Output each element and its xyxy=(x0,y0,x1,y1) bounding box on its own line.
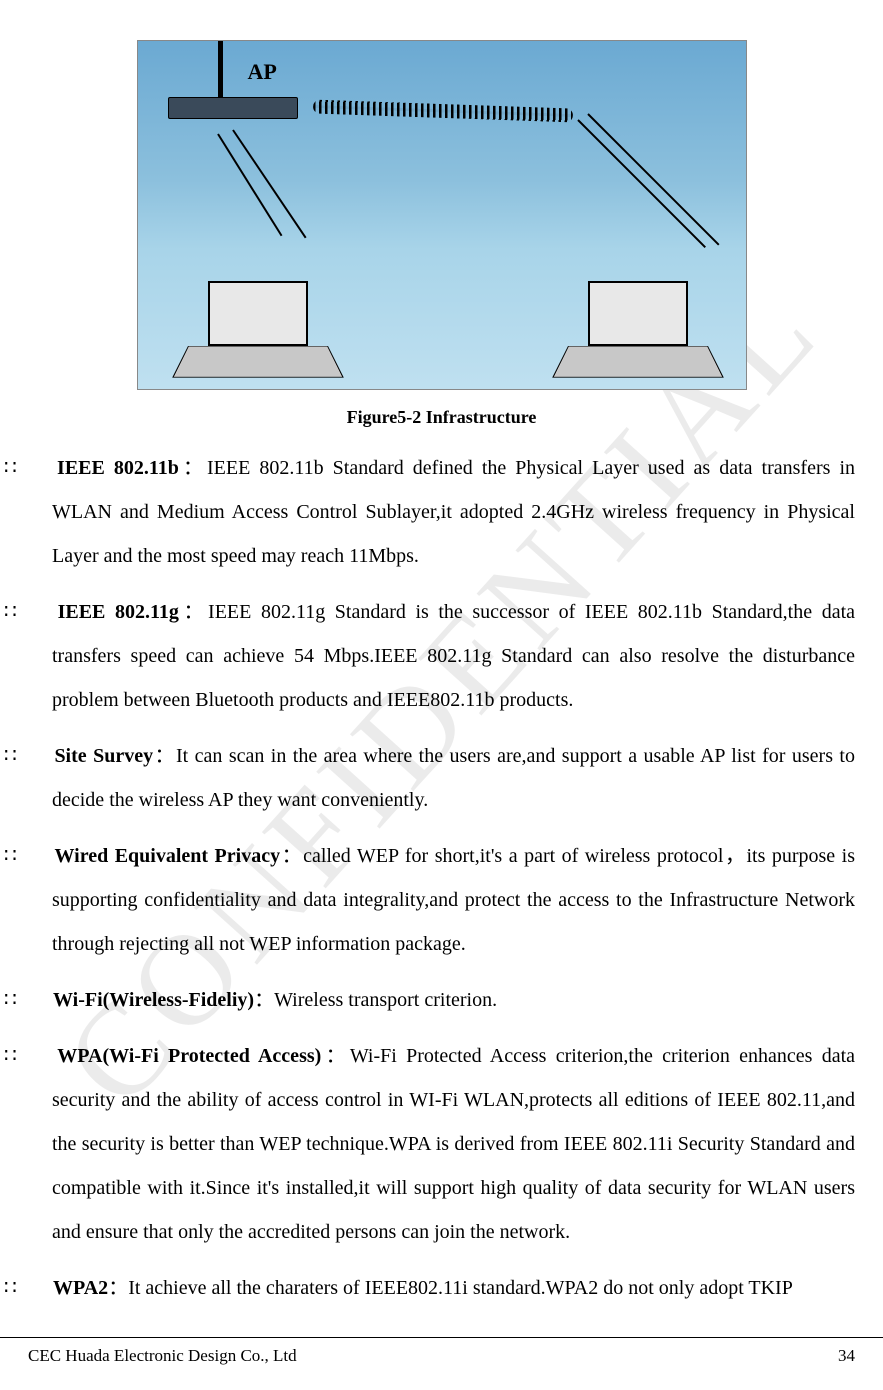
signal-line-right-1 xyxy=(577,119,706,248)
infrastructure-diagram: AP xyxy=(137,40,747,390)
signal-spring-right xyxy=(312,99,572,122)
glossary-entry-wpa: ∷ WPA(Wi-Fi Protected Access)：Wi-Fi Prot… xyxy=(28,1034,855,1254)
term-label: Site Survey xyxy=(54,745,153,767)
bullet-marker: ∷ xyxy=(28,446,48,490)
term-colon: ： xyxy=(179,601,208,623)
term-label: WPA2 xyxy=(53,1277,108,1299)
term-label: IEEE 802.11g xyxy=(58,601,179,623)
term-body: It achieve all the charaters of IEEE802.… xyxy=(128,1277,793,1299)
glossary-entry-wpa2: ∷ WPA2：It achieve all the charaters of I… xyxy=(28,1266,855,1310)
bullet-marker: ∷ xyxy=(28,734,48,778)
figure-container: AP Figure5-2 Infrastructure xyxy=(28,40,855,428)
term-label: WPA(Wi-Fi Protected Access) xyxy=(57,1045,321,1067)
glossary-entry-wep: ∷ Wired Equivalent Privacy：called WEP fo… xyxy=(28,834,855,966)
footer-page-number: 34 xyxy=(838,1346,855,1366)
term-body: Wi-Fi Protected Access criterion,the cri… xyxy=(52,1045,855,1243)
term-colon: ： xyxy=(321,1045,350,1067)
glossary-entry-sitesurvey: ∷ Site Survey：It can scan in the area wh… xyxy=(28,734,855,822)
term-body: Wireless transport criterion. xyxy=(274,989,497,1011)
figure-caption: Figure5-2 Infrastructure xyxy=(28,407,855,428)
term-label: Wi-Fi(Wireless-Fideliy) xyxy=(53,989,254,1011)
laptop-right xyxy=(568,281,718,381)
laptop-left xyxy=(188,281,338,381)
signal-line-right-2 xyxy=(587,113,719,245)
term-colon: ： xyxy=(179,457,207,479)
bullet-marker: ∷ xyxy=(28,590,48,634)
glossary-entry-wifi: ∷ Wi-Fi(Wireless-Fideliy)：Wireless trans… xyxy=(28,978,855,1022)
term-colon: ： xyxy=(153,745,176,767)
signal-line-left-2 xyxy=(232,129,306,238)
ap-antenna xyxy=(218,41,223,99)
term-colon: ： xyxy=(280,845,303,867)
glossary-entry-ieee80211g: ∷ IEEE 802.11g：IEEE 802.11g Standard is … xyxy=(28,590,855,722)
bullet-marker: ∷ xyxy=(28,834,48,878)
term-colon: ： xyxy=(254,989,274,1011)
page-content: AP Figure5-2 Infrastructure ∷ IEEE 802.1… xyxy=(0,0,883,1310)
term-label: IEEE 802.11b xyxy=(57,457,179,479)
ap-label: AP xyxy=(248,59,277,85)
ap-device xyxy=(168,97,298,119)
signal-line-left-1 xyxy=(217,133,282,236)
bullet-marker: ∷ xyxy=(28,1266,48,1310)
bullet-marker: ∷ xyxy=(28,978,48,1022)
term-label: Wired Equivalent Privacy xyxy=(55,845,281,867)
glossary-entry-ieee80211b: ∷ IEEE 802.11b：IEEE 802.11b Standard def… xyxy=(28,446,855,578)
term-colon: ： xyxy=(108,1277,128,1299)
bullet-marker: ∷ xyxy=(28,1034,48,1078)
page-footer: CEC Huada Electronic Design Co., Ltd 34 xyxy=(0,1337,883,1366)
footer-company: CEC Huada Electronic Design Co., Ltd xyxy=(28,1346,297,1366)
